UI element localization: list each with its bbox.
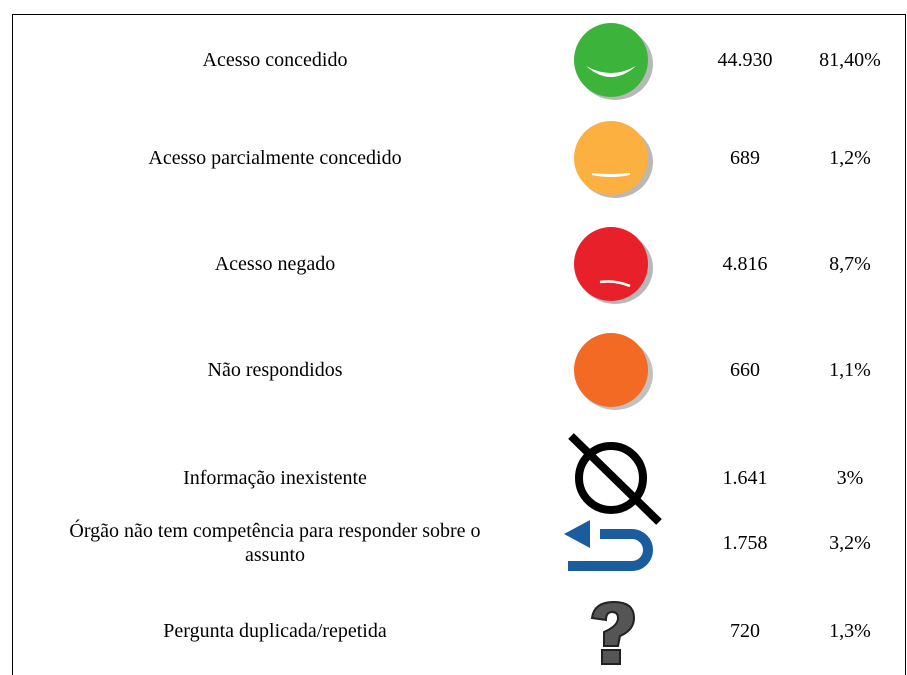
return-icon xyxy=(564,520,653,571)
row-count: 660 xyxy=(730,359,760,381)
row-label: Acesso concedido xyxy=(202,49,348,71)
table-frame xyxy=(12,14,906,675)
row-count: 1.641 xyxy=(722,467,768,489)
green-icon xyxy=(574,23,653,100)
row-label: Órgão não tem competência para responder… xyxy=(69,520,481,566)
row-label: Acesso parcialmente concedido xyxy=(148,147,402,169)
row-percent: 1,1% xyxy=(829,359,871,381)
not-found-icon xyxy=(568,433,662,525)
orange-icon xyxy=(574,333,653,410)
row-percent: 3% xyxy=(836,467,864,489)
row-count: 4.816 xyxy=(722,253,768,275)
row-count: 689 xyxy=(730,147,760,169)
question-icon xyxy=(590,600,636,665)
row-percent: 8,7% xyxy=(829,253,871,275)
row-label: Informação inexistente xyxy=(183,467,367,489)
red-icon xyxy=(574,227,653,304)
row-label: Acesso negado xyxy=(214,253,336,275)
row-percent: 81,40% xyxy=(819,49,881,71)
row-percent: 3,2% xyxy=(829,532,871,554)
row-count: 44.930 xyxy=(717,49,773,71)
row-count: 1.758 xyxy=(722,532,768,554)
row-label: Não respondidos xyxy=(207,359,343,381)
yellow-icon xyxy=(574,121,653,198)
row-count: 720 xyxy=(730,620,760,642)
row-label: Pergunta duplicada/repetida xyxy=(163,620,387,642)
row-percent: 1,2% xyxy=(829,147,871,169)
row-percent: 1,3% xyxy=(829,620,871,642)
